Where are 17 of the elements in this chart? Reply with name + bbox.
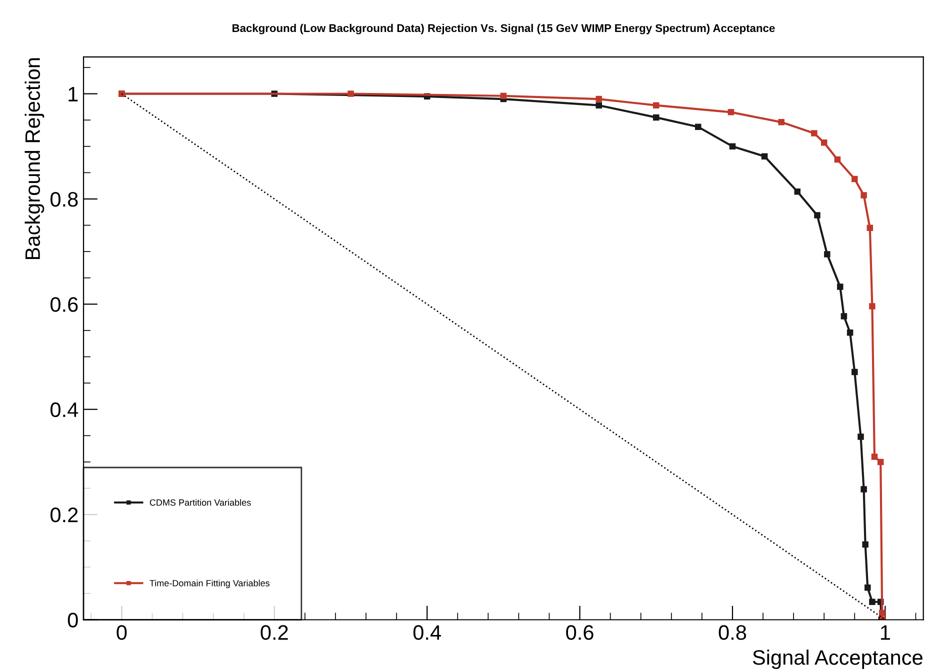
y-axis-title: Background Rejection (24, 58, 44, 260)
y-tick-label: 0 (68, 612, 78, 628)
x-tick-label: 0.8 (718, 625, 746, 640)
x-axis-title: Signal Acceptance (752, 650, 922, 670)
legend-label: CDMS Partition Variables (150, 499, 251, 506)
y-tick-label: 0.2 (50, 508, 78, 522)
y-tick-label: 0.6 (50, 297, 78, 312)
x-tick-label: 0.4 (413, 625, 441, 640)
x-tick-label: 1 (880, 625, 890, 640)
legend-label: Time-Domain Fitting Variables (150, 580, 270, 588)
y-tick-label: 0.8 (50, 192, 78, 207)
y-tick-label: 1 (68, 86, 78, 102)
x-tick-label: 0.2 (260, 625, 288, 640)
chart-title: Background (Low Background Data) Rejection Vs. Signal (15 GeV WIMP Energy Spectrum) Acceptance (232, 24, 775, 34)
x-tick-label: 0 (116, 625, 127, 640)
y-tick-label: 0.4 (50, 402, 78, 418)
x-tick-label: 0.6 (566, 625, 594, 640)
